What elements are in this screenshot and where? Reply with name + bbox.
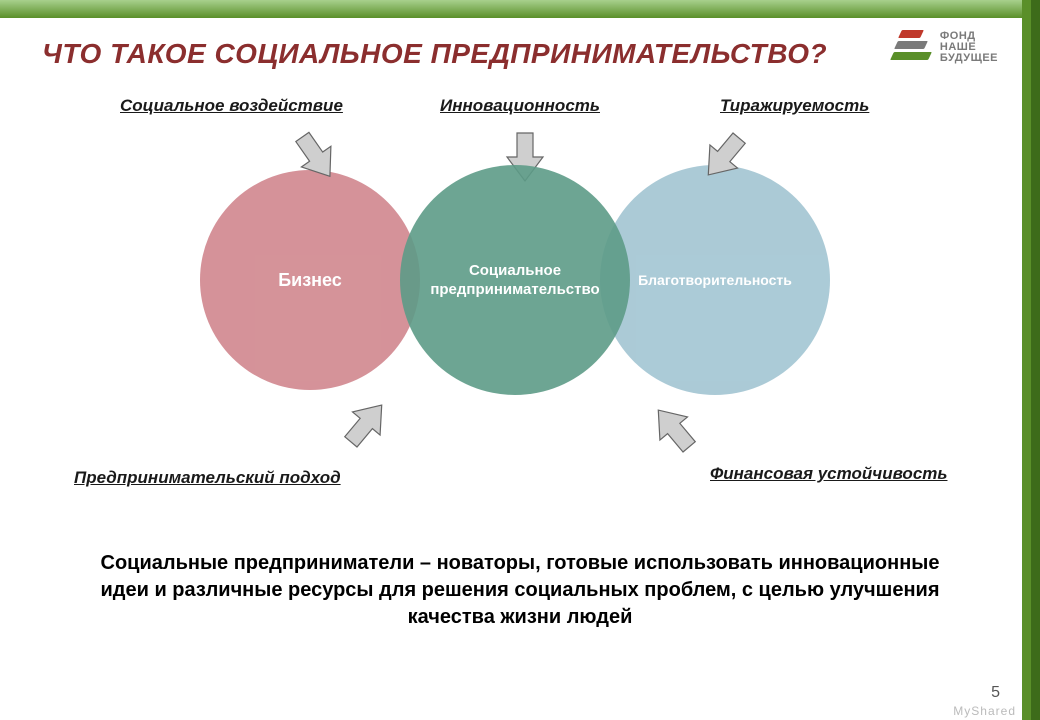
- circle-business: Бизнес: [200, 170, 420, 390]
- label-entrepreneurial-approach: Предпринимательский подход: [74, 468, 341, 488]
- logo-line: ФОНД: [940, 31, 998, 42]
- circle-label: Социальное предпринимательство: [400, 261, 630, 300]
- venn-diagram: Бизнес Благотворительность Социальное пр…: [0, 130, 1040, 450]
- circle-label: Благотворительность: [638, 272, 792, 288]
- logo: ФОНД НАШЕ БУДУЩЕЕ: [890, 30, 998, 64]
- logo-mark-icon: [890, 30, 934, 64]
- page-number: 5: [991, 684, 1000, 702]
- circle-social-entrepreneurship: Социальное предпринимательство: [400, 165, 630, 395]
- label-replicability: Тиражируемость: [720, 96, 869, 116]
- logo-text: ФОНД НАШЕ БУДУЩЕЕ: [940, 31, 998, 64]
- circle-charity: Благотворительность: [600, 165, 830, 395]
- watermark: MyShared: [953, 704, 1016, 718]
- label-financial-stability: Финансовая устойчивость: [710, 464, 947, 484]
- label-innovation: Инновационность: [440, 96, 600, 116]
- logo-line: НАШЕ: [940, 42, 998, 53]
- definition-text: Социальные предприниматели – новаторы, г…: [0, 550, 1040, 631]
- circle-label: Бизнес: [278, 270, 342, 291]
- page-title: ЧТО ТАКОЕ СОЦИАЛЬНОЕ ПРЕДПРИНИМАТЕЛЬСТВО…: [42, 38, 827, 70]
- label-social-impact: Социальное воздействие: [120, 96, 343, 116]
- logo-line: БУДУЩЕЕ: [940, 53, 998, 64]
- top-accent-bar: [0, 0, 1040, 18]
